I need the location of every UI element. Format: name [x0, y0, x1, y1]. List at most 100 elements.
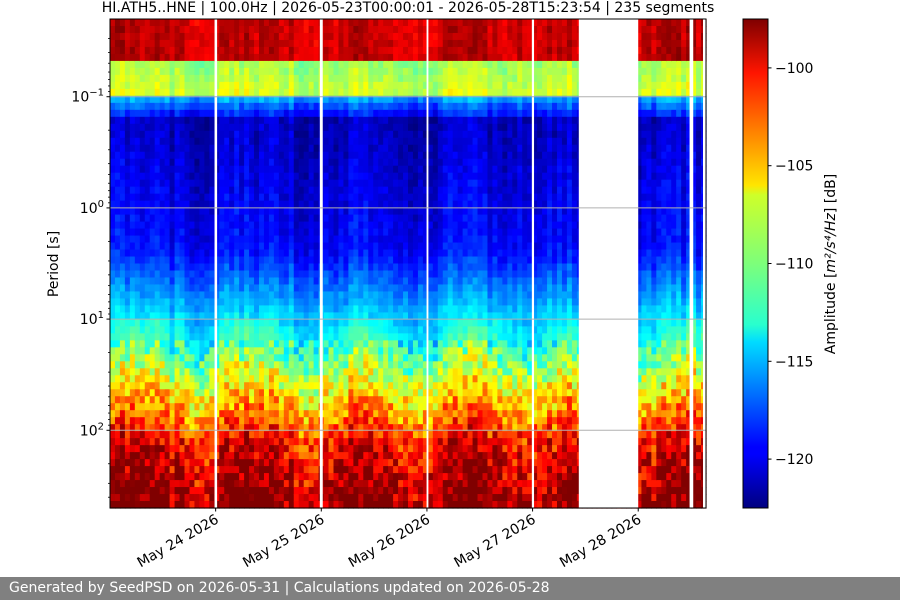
heatmap-cell: [403, 144, 409, 153]
heatmap-cell: [447, 81, 454, 90]
heatmap-cell: [259, 193, 265, 202]
heatmap-cell: [209, 452, 215, 460]
heatmap-cell: [199, 53, 205, 62]
heatmap-cell: [403, 305, 409, 313]
heatmap-cell: [159, 263, 166, 272]
heatmap-cell: [408, 487, 414, 495]
heatmap-cell: [348, 137, 354, 146]
heatmap-cell: [383, 144, 389, 153]
heatmap-cell: [184, 361, 191, 369]
heatmap-cell: [283, 277, 290, 286]
heatmap-cell: [239, 179, 245, 188]
heatmap-cell: [278, 382, 285, 390]
heatmap-cell: [358, 466, 364, 474]
heatmap-cell: [378, 81, 384, 90]
heatmap-cell: [343, 375, 349, 383]
heatmap-cell: [447, 319, 454, 327]
heatmap-cell: [234, 221, 240, 230]
heatmap-cell: [403, 81, 409, 90]
heatmap-cell: [259, 137, 265, 146]
heatmap-cell: [437, 375, 444, 383]
heatmap-cell: [293, 473, 300, 481]
heatmap-cell: [373, 305, 379, 313]
heatmap-cell: [283, 340, 290, 348]
heatmap-cell: [204, 459, 210, 467]
heatmap-cell: [154, 200, 161, 209]
heatmap-cell: [179, 74, 186, 83]
heatmap-cell: [244, 242, 250, 251]
heatmap-cell: [119, 494, 126, 502]
heatmap-cell: [427, 452, 434, 460]
heatmap-cell: [338, 102, 345, 111]
heatmap-cell: [328, 130, 335, 139]
heatmap-cell: [254, 459, 260, 467]
heatmap-cell: [159, 186, 166, 195]
heatmap-cell: [373, 193, 379, 202]
heatmap-cell: [288, 417, 295, 425]
heatmap-cell: [412, 263, 419, 272]
heatmap-cell: [239, 116, 245, 125]
heatmap-cell: [417, 487, 424, 495]
heatmap-cell: [462, 19, 469, 27]
heatmap-cell: [328, 221, 335, 230]
heatmap-cell: [398, 305, 404, 313]
heatmap-cell: [259, 473, 265, 481]
heatmap-cell: [432, 298, 439, 307]
heatmap-cell: [393, 221, 399, 230]
heatmap-cell: [149, 235, 156, 244]
heatmap-cell: [373, 19, 379, 27]
heatmap-cell: [298, 95, 305, 104]
heatmap-cell: [378, 207, 384, 216]
heatmap-cell: [403, 123, 409, 132]
heatmap-cell: [432, 74, 439, 83]
heatmap-cell: [110, 354, 116, 362]
heatmap-cell: [348, 368, 354, 376]
heatmap-cell: [204, 319, 210, 327]
heatmap-cell: [229, 81, 235, 90]
heatmap-cell: [447, 53, 454, 62]
heatmap-cell: [169, 88, 176, 97]
heatmap-cell: [154, 19, 161, 27]
heatmap-cell: [447, 445, 454, 453]
heatmap-cell: [154, 263, 161, 272]
heatmap-cell: [353, 130, 359, 139]
heatmap-cell: [452, 319, 459, 327]
heatmap-cell: [144, 102, 151, 111]
heatmap-cell: [343, 473, 349, 481]
heatmap-cell: [164, 67, 171, 76]
heatmap-cell: [129, 74, 136, 83]
heatmap-cell: [378, 144, 384, 153]
heatmap-cell: [184, 480, 191, 488]
heatmap-cell: [427, 291, 434, 300]
heatmap-cell: [368, 151, 374, 160]
heatmap-cell: [442, 32, 449, 41]
heatmap-cell: [323, 319, 330, 327]
heatmap-cell: [393, 109, 399, 118]
heatmap-cell: [308, 130, 315, 139]
heatmap-cell: [219, 81, 225, 90]
heatmap-cell: [363, 501, 369, 509]
heatmap-cell: [323, 102, 330, 111]
heatmap-cell: [442, 144, 449, 153]
heatmap-cell: [189, 368, 196, 376]
heatmap-cell: [179, 270, 186, 279]
heatmap-cell: [244, 361, 250, 369]
heatmap-cell: [244, 53, 250, 62]
heatmap-cell: [179, 333, 186, 341]
heatmap-cell: [174, 347, 181, 355]
heatmap-cell: [124, 123, 131, 132]
heatmap-cell: [313, 179, 320, 188]
heatmap-cell: [114, 172, 121, 181]
heatmap-cell: [174, 228, 181, 237]
heatmap-cell: [412, 102, 419, 111]
heatmap-cell: [154, 361, 161, 369]
heatmap-cell: [288, 494, 295, 502]
heatmap-cell: [129, 312, 136, 320]
heatmap-cell: [110, 249, 116, 258]
heatmap-cell: [159, 305, 166, 313]
heatmap-cell: [234, 480, 240, 488]
heatmap-cell: [249, 389, 255, 397]
heatmap-cell: [278, 501, 285, 509]
heatmap-cell: [293, 46, 300, 55]
heatmap-cell: [114, 270, 121, 279]
